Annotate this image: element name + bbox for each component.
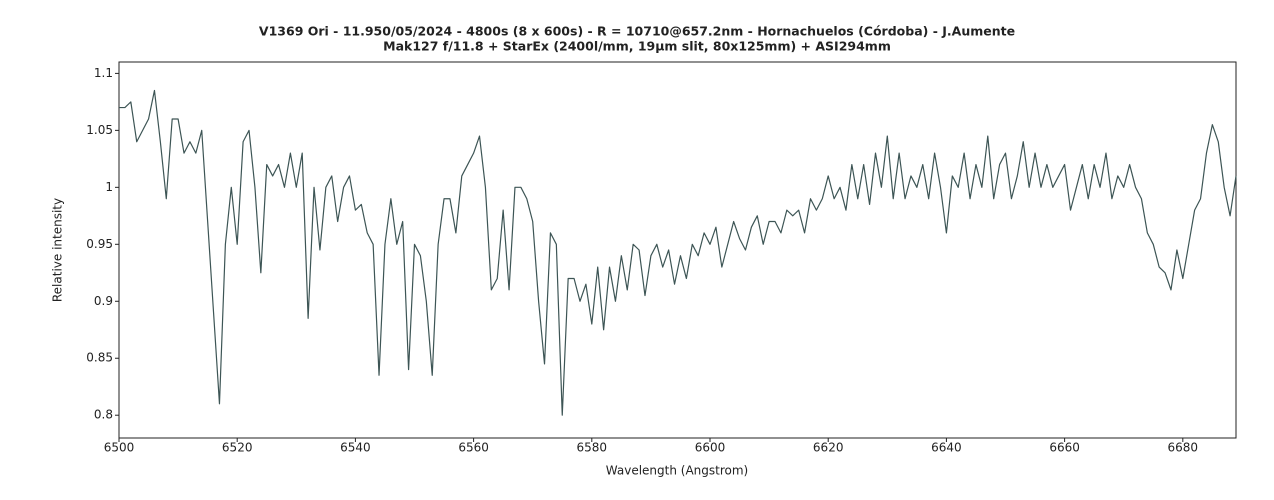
plot-frame [118,61,1237,439]
x-tick-label: 6540 [340,441,371,455]
y-tick-label: 1.05 [86,123,113,137]
x-tick-label: 6500 [104,441,135,455]
x-tick-label: 6660 [1049,441,1080,455]
chart-title: V1369 Ori - 11.950/05/2024 - 4800s (8 x … [259,24,1015,39]
chart-subtitle: Mak127 f/11.8 + StarEx (2400l/mm, 19µm s… [383,39,891,54]
x-tick-label: 6620 [813,441,844,455]
x-tick-label: 6600 [695,441,726,455]
spectrum-line [119,89,1237,416]
y-tick-label: 1 [105,180,113,194]
x-tick-label: 6640 [931,441,962,455]
x-tick-label: 6580 [577,441,608,455]
y-tick-label: 0.85 [86,351,113,365]
x-tick-label: 6680 [1168,441,1199,455]
y-tick-label: 1.1 [94,66,113,80]
x-tick-label: 6520 [222,441,253,455]
x-axis-label: Wavelength (Angstrom) [606,464,748,478]
y-tick-label: 0.95 [86,237,113,251]
y-axis-label: Relative intensity [51,198,65,302]
y-tick-label: 0.9 [94,294,113,308]
x-tick-label: 6560 [458,441,489,455]
y-tick-label: 0.8 [94,408,113,422]
